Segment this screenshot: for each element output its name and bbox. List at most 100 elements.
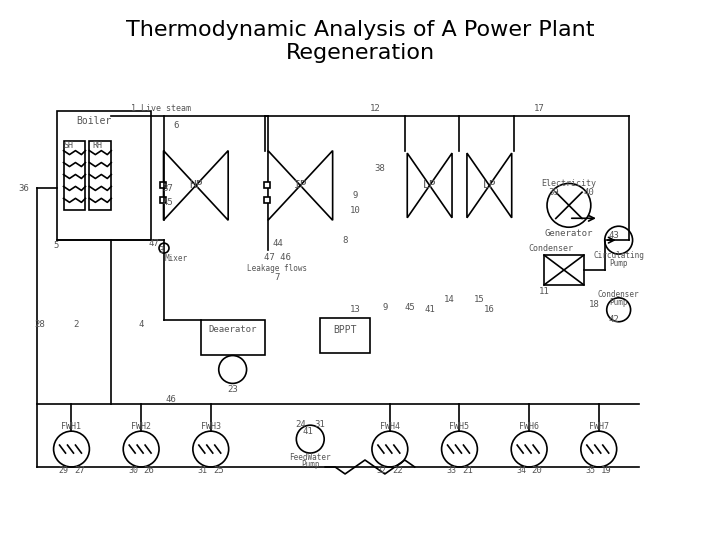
Text: 14: 14 (444, 295, 455, 305)
Text: 21: 21 (462, 467, 473, 475)
Text: FWH6: FWH6 (519, 422, 539, 431)
Text: 20: 20 (531, 467, 542, 475)
Text: 39: 39 (549, 188, 559, 197)
Text: 32: 32 (377, 467, 387, 475)
Bar (63, 140, 86, 210)
Text: 28: 28 (35, 320, 45, 329)
Text: 31: 31 (315, 420, 325, 429)
Circle shape (511, 431, 547, 467)
Text: 47 46: 47 46 (264, 253, 291, 261)
Text: 43: 43 (608, 231, 619, 240)
Text: 23: 23 (228, 385, 238, 394)
Text: SH: SH (63, 141, 73, 150)
Bar (89, 140, 112, 210)
Bar (264, 198, 271, 204)
Text: Electricity: Electricity (541, 179, 596, 188)
Text: LP: LP (482, 180, 496, 191)
Text: 11: 11 (539, 287, 549, 296)
Circle shape (297, 425, 324, 453)
Text: HP: HP (189, 180, 202, 191)
Text: Condenser: Condenser (528, 244, 574, 253)
Circle shape (219, 355, 246, 383)
Circle shape (581, 431, 616, 467)
Text: 25: 25 (213, 467, 224, 475)
Text: 19: 19 (601, 467, 612, 475)
Bar (57, 111, 151, 240)
Text: FWH3: FWH3 (201, 422, 221, 431)
Text: RH: RH (92, 141, 102, 150)
Bar (264, 183, 271, 188)
Text: 41: 41 (303, 427, 314, 436)
Text: FWH4: FWH4 (380, 422, 400, 431)
Text: 7: 7 (275, 273, 280, 282)
Text: 22: 22 (392, 467, 403, 475)
Circle shape (372, 431, 408, 467)
Text: 8: 8 (343, 235, 348, 245)
Text: IP: IP (294, 180, 307, 191)
Text: FWH5: FWH5 (449, 422, 469, 431)
Text: 4: 4 (138, 320, 144, 329)
Text: 35: 35 (586, 467, 596, 475)
Circle shape (441, 431, 477, 467)
Text: 10: 10 (350, 206, 361, 215)
Text: 9: 9 (352, 191, 358, 200)
Text: 29: 29 (58, 467, 68, 475)
Bar (160, 198, 166, 204)
Text: 41: 41 (424, 305, 435, 314)
Text: 42: 42 (608, 315, 619, 324)
Circle shape (123, 431, 159, 467)
Circle shape (159, 243, 169, 253)
Text: Pump: Pump (609, 259, 628, 267)
Text: Pump: Pump (301, 461, 320, 469)
Text: FeedWater: FeedWater (289, 453, 331, 462)
Text: Deaerator: Deaerator (209, 325, 257, 334)
Text: 30: 30 (128, 467, 138, 475)
Bar (544, 255, 584, 285)
Text: 3: 3 (158, 246, 163, 254)
Text: 17: 17 (534, 104, 544, 113)
Text: Pump: Pump (609, 298, 628, 307)
Text: 15: 15 (474, 295, 485, 305)
Text: 40: 40 (583, 188, 594, 197)
Text: 13: 13 (350, 305, 361, 314)
Text: FWH1: FWH1 (61, 422, 81, 431)
Text: 46: 46 (166, 395, 176, 404)
Text: 18: 18 (588, 300, 599, 309)
Text: Condenser: Condenser (598, 291, 639, 299)
Text: Thermodynamic Analysis of A Power Plant
Regeneration: Thermodynamic Analysis of A Power Plant … (126, 19, 594, 63)
Text: Boiler: Boiler (76, 116, 112, 126)
Text: 33: 33 (446, 467, 456, 475)
Text: Leakage flows: Leakage flows (248, 264, 307, 273)
Text: FWH7: FWH7 (589, 422, 609, 431)
Text: FWH2: FWH2 (131, 422, 151, 431)
Text: 44: 44 (272, 239, 283, 248)
Text: BPPT: BPPT (333, 325, 357, 335)
Text: 12: 12 (369, 104, 380, 113)
Circle shape (605, 226, 633, 254)
Text: 24: 24 (295, 420, 306, 429)
Text: 36: 36 (19, 184, 29, 193)
Text: 31: 31 (198, 467, 208, 475)
Text: 6: 6 (174, 122, 179, 130)
Text: 26: 26 (144, 467, 155, 475)
Text: 34: 34 (516, 467, 526, 475)
Circle shape (547, 184, 591, 227)
Bar (320, 318, 370, 353)
Text: 5: 5 (54, 241, 59, 249)
Text: LP: LP (423, 180, 436, 191)
Text: 27: 27 (74, 467, 85, 475)
Bar (160, 183, 166, 188)
Text: Circulating: Circulating (593, 251, 644, 260)
Text: Generator: Generator (545, 229, 593, 238)
Text: Mixer: Mixer (164, 254, 187, 262)
Text: 45: 45 (163, 198, 174, 207)
Bar (201, 320, 266, 355)
Text: 45: 45 (405, 303, 415, 312)
Text: 1 Live steam: 1 Live steam (131, 104, 192, 113)
Circle shape (53, 431, 89, 467)
Text: 9: 9 (382, 303, 387, 312)
Text: 38: 38 (374, 164, 385, 173)
Circle shape (607, 298, 631, 322)
Text: 2: 2 (73, 320, 79, 329)
Text: 16: 16 (484, 305, 495, 314)
